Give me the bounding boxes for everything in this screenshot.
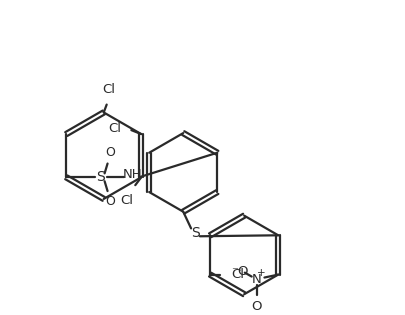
Text: N: N — [252, 273, 262, 286]
Text: S: S — [191, 226, 199, 240]
Text: O: O — [252, 300, 262, 312]
Text: ⁻O: ⁻O — [231, 265, 249, 278]
Text: NH: NH — [122, 168, 142, 181]
Text: O: O — [106, 195, 115, 209]
Text: S: S — [96, 170, 105, 184]
Text: Cl: Cl — [102, 83, 115, 96]
Text: +: + — [257, 268, 266, 278]
Text: O: O — [106, 146, 115, 159]
Text: Cl: Cl — [120, 194, 133, 207]
Text: Cl: Cl — [232, 268, 245, 281]
Text: Cl: Cl — [109, 122, 122, 135]
